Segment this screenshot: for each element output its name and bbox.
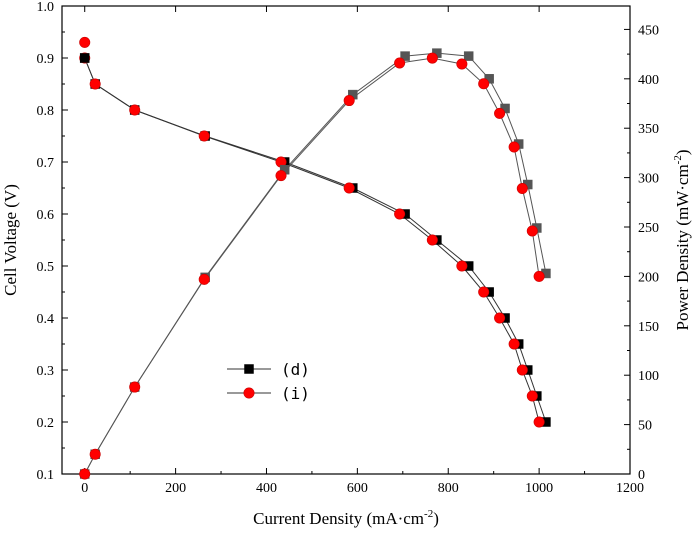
y-tick-label: 0.4 [37,312,55,327]
data-point [508,338,520,350]
data-point [516,182,528,194]
y2-tick-label: 100 [638,369,659,384]
series-line [84,57,540,423]
data-point [478,78,490,90]
data-point [129,104,141,116]
y2-tick-label: 150 [638,320,659,335]
axis-labels: Current Density (mA·cm-2) Cell Voltage (… [1,149,692,528]
x-tick-label: 1000 [525,481,553,496]
y-tick-label: 0.6 [37,208,55,223]
y-tick-label: 0.7 [37,156,55,171]
data-point [198,273,210,285]
legend-label: (d) [281,360,310,379]
y-tick-label: 1.0 [37,0,55,15]
series-1 [84,57,540,423]
data-point [394,208,406,220]
x-tick-label: 0 [81,481,88,496]
legend: (d) (i) [227,360,310,403]
legend-label: (i) [281,384,310,403]
y2-tick-label: 200 [638,270,659,285]
data-point [394,57,406,69]
legend-marker [244,364,254,374]
data-point [426,234,438,246]
series-markers-1 [79,52,545,428]
y2-tick-label: 450 [638,23,659,38]
data-point [79,468,91,480]
series-markers-0 [79,53,551,427]
y2-axis-title: Power Density (mW·cm-2) [672,149,692,330]
plot-frame: 0 200 400 600 800 1000 12000.10.20.30.40.50.60… [37,0,660,496]
x-axis-title: Current Density (mA·cm-2) [253,508,439,528]
series-markers-2 [79,48,551,479]
data-point [508,141,520,153]
y2-tick-label: 0 [638,468,645,483]
series-0 [84,57,547,423]
y-tick-label: 0.3 [37,364,55,379]
data-point [89,448,101,460]
data-point [343,95,355,107]
plot-border [61,5,631,475]
data-point [343,182,355,194]
data-point [494,107,506,119]
data-point [478,286,490,298]
data-point [516,364,528,376]
data-point [494,312,506,324]
series-line [84,57,547,423]
y2-tick-label: 250 [638,221,659,236]
data-point [463,51,474,61]
x-tick-label: 600 [347,481,368,496]
x-tick-label: 1200 [616,481,644,496]
series-markers-3 [79,52,545,480]
data-point [400,51,410,61]
y2-tick-label: 350 [638,122,659,137]
y-axis-title: Cell Voltage (V) [1,184,20,296]
series-line [84,52,547,475]
x-tick-label: 400 [256,481,277,496]
data-point [79,53,90,63]
data-point [79,36,91,48]
x-tick-label: 800 [438,481,459,496]
data-point [533,270,545,282]
data-point [533,416,545,428]
y2-tick-label: 300 [638,172,659,187]
data-point [456,58,468,70]
data-point [526,390,538,402]
legend-marker [243,387,255,399]
y-tick-label: 0.1 [37,468,55,483]
y2-tick-label: 50 [638,419,652,434]
data-point [526,225,538,237]
y-tick-label: 0.8 [37,104,55,119]
series-2 [84,52,547,475]
y-tick-label: 0.5 [37,260,55,275]
data-point [89,78,101,90]
x-tick-label: 200 [165,481,186,496]
data-point [456,260,468,272]
data-point [129,381,141,393]
data-point [426,52,438,64]
y-tick-label: 0.2 [37,416,55,431]
data-point [198,130,210,142]
y-tick-label: 0.9 [37,52,55,67]
y2-tick-label: 400 [638,73,659,88]
series-layer [79,36,551,480]
data-point [275,170,287,182]
